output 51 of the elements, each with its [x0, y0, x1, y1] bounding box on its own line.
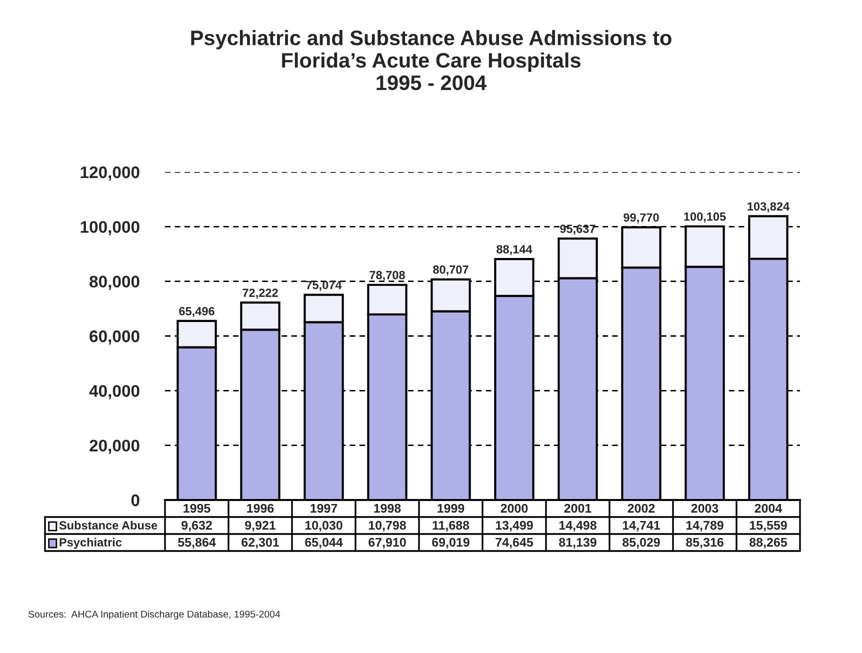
total-label: 72,222	[242, 288, 278, 299]
data-label: 14,741	[622, 520, 660, 532]
data-label: 14,789	[686, 520, 724, 532]
total-label: 75,074	[306, 280, 342, 291]
x-tick-label: 2002	[628, 504, 655, 513]
data-label: 14,498	[559, 520, 596, 532]
data-label: 69,019	[432, 538, 470, 549]
data-label: 67,910	[368, 538, 406, 549]
data-label: 62,301	[242, 538, 280, 549]
data-label: 15,559	[750, 520, 787, 532]
y-tick-label: 20,000	[90, 440, 140, 454]
y-tick-label: 0	[131, 494, 140, 506]
x-tick-label: 1998	[374, 504, 401, 513]
x-tick-label: 2003	[691, 504, 718, 513]
x-tick-label: 1996	[247, 504, 274, 513]
x-tick-label: 1999	[438, 504, 464, 513]
x-tick-label: 2004	[754, 504, 782, 513]
x-tick-label: 1995	[184, 504, 210, 513]
total-label: 103,824	[748, 202, 790, 212]
data-label: 55,864	[178, 538, 216, 549]
y-tick-label: 60,000	[90, 330, 140, 345]
y-tick-label: 80,000	[90, 276, 140, 290]
x-tick-label: 2001	[564, 504, 592, 513]
data-label: 9,632	[182, 520, 212, 532]
chart-title: Psychiatric and Substance Abuse Admissions to Florida’s Acute Care Hospitals 1995 - 2004	[191, 30, 672, 90]
data-label: 13,499	[496, 520, 533, 532]
legend-label: Psychiatric	[60, 538, 122, 549]
source-note: Sources: AHCA Inpatient Discharge Database, 1995-2004	[28, 610, 280, 620]
x-tick-label: 2000	[500, 504, 528, 513]
x-tick-label: 1997	[310, 504, 338, 513]
total-label: 78,708	[370, 270, 405, 281]
data-label: 9,921	[245, 520, 276, 532]
total-label: 80,707	[433, 265, 468, 276]
total-label: 99,770	[624, 213, 659, 224]
y-tick-label: 120,000	[80, 166, 140, 181]
data-label: 10,798	[368, 520, 406, 532]
total-label: 65,496	[179, 307, 214, 318]
y-tick-label: 100,000	[80, 221, 140, 236]
data-label: 88,265	[750, 538, 788, 549]
data-label: 85,316	[686, 538, 724, 549]
data-label: 65,044	[305, 538, 343, 549]
data-label: 81,139	[559, 538, 596, 549]
y-tick-label: 40,000	[89, 385, 140, 400]
total-label: 100,105	[684, 212, 726, 222]
data-label: 10,030	[305, 520, 342, 532]
legend-label: Substance Abuse	[59, 520, 158, 530]
total-label: 95,637	[560, 224, 596, 235]
total-label: 88,144	[496, 245, 532, 256]
data-label: 85,029	[622, 538, 660, 549]
data-label: 74,645	[496, 538, 534, 549]
data-label: 11,688	[432, 520, 470, 532]
